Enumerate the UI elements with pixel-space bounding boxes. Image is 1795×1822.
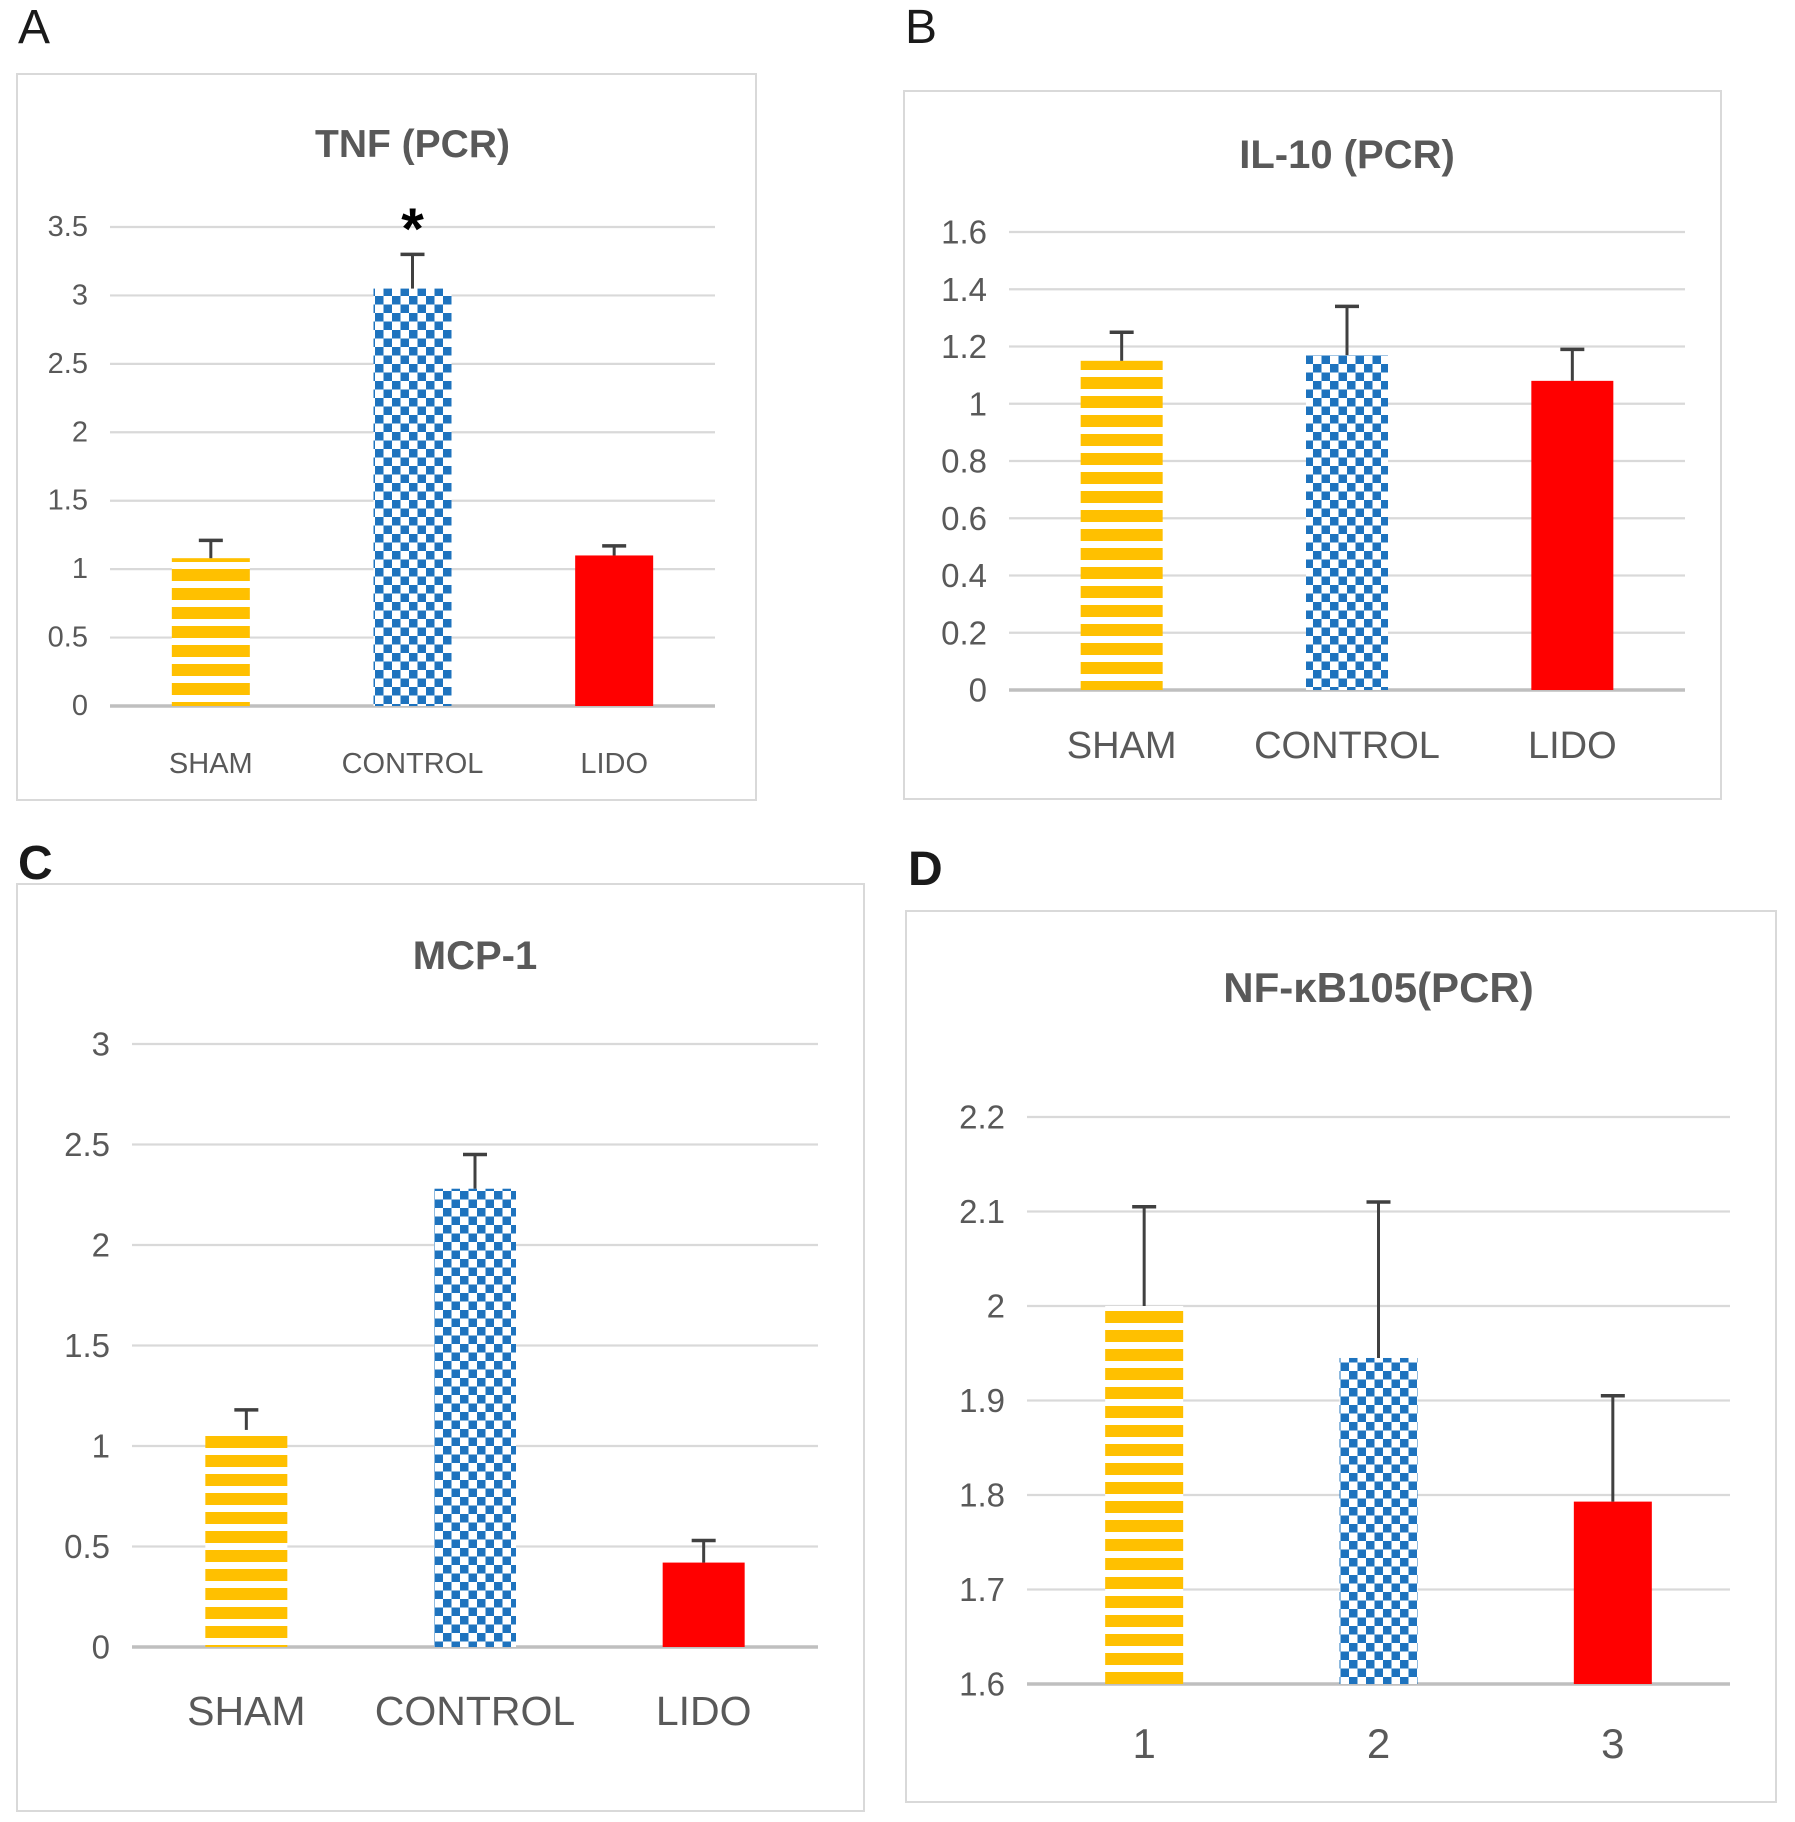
y-tick-label: 0.8 xyxy=(941,443,987,480)
bar-lido xyxy=(1531,380,1614,690)
y-tick-label: 1.6 xyxy=(941,214,987,251)
y-tick-label: 1.6 xyxy=(959,1666,1005,1703)
y-tick-label: 1 xyxy=(72,553,88,585)
bar-3 xyxy=(1573,1501,1652,1684)
bar-1 xyxy=(1105,1306,1184,1684)
y-tick-label: 2.2 xyxy=(959,1099,1005,1136)
bar-control xyxy=(434,1188,516,1647)
significance-asterisk: * xyxy=(401,197,424,262)
y-tick-label: 0 xyxy=(92,1629,110,1666)
y-tick-label: 1.8 xyxy=(959,1477,1005,1514)
y-tick-label: 2.5 xyxy=(64,1126,110,1163)
chart-svg-B: 0 0.2 0.4 0.6 0.8 1 1.2 1.4 1.6 IL-10 (PCR) SHAM CO… xyxy=(941,133,1685,767)
y-tick-label: 0 xyxy=(969,672,987,709)
chart-panel-mcp1: 0 0.5 1 1.5 2 2.5 3 MCP-1 SHAM CONTROL LIDO xyxy=(16,883,865,1812)
bar-control xyxy=(1306,355,1388,690)
y-tick-label: 3 xyxy=(92,1026,110,1063)
y-tick-label: 1.4 xyxy=(941,271,987,308)
chart-title: IL-10 (PCR) xyxy=(1239,133,1455,177)
y-tick-label: 0.5 xyxy=(64,1528,110,1565)
x-category-label: 3 xyxy=(1601,1720,1624,1767)
bar-2 xyxy=(1339,1357,1418,1684)
panel-letter-b: B xyxy=(905,1,938,54)
y-tick-label: 0.5 xyxy=(48,622,88,654)
y-tick-label: 2.1 xyxy=(959,1193,1005,1230)
bar-control xyxy=(373,288,452,706)
x-category-label: CONTROL xyxy=(1254,725,1440,767)
chart-panel-nfkb: 1.6 1.7 1.8 1.9 2 2.1 2.2 NF-κB105(PCR) 1 2 3 xyxy=(905,910,1777,1803)
chart-svg-C: 0 0.5 1 1.5 2 2.5 3 MCP-1 SHAM CONTROL LIDO xyxy=(64,934,818,1734)
x-category-label: SHAM xyxy=(187,1688,305,1734)
y-tick-label: 0.4 xyxy=(941,557,987,594)
bar-lido xyxy=(575,555,654,706)
y-tick-label: 3.5 xyxy=(48,211,88,243)
y-tick-label: 3 xyxy=(72,279,88,311)
y-tick-label: 1.9 xyxy=(959,1382,1005,1419)
y-tick-label: 2 xyxy=(72,416,88,448)
y-tick-label: 1.2 xyxy=(941,328,987,365)
y-tick-label: 1.5 xyxy=(48,485,88,517)
panel-letter-a: A xyxy=(18,1,51,54)
chart-svg-A: 0 0.5 1 1.5 2 2.5 3 3.5 TNF (PCR) SHAM CONTROL LIDO… xyxy=(48,123,715,780)
bar-lido xyxy=(662,1562,745,1647)
y-tick-label: 1 xyxy=(92,1428,110,1465)
y-tick-label: 2.5 xyxy=(48,348,88,380)
chart-svg-D: 1.6 1.7 1.8 1.9 2 2.1 2.2 NF-κB105(PCR) 1 2 3 xyxy=(959,964,1730,1767)
x-category-label: LIDO xyxy=(1528,725,1617,767)
x-category-label: CONTROL xyxy=(342,748,484,780)
x-category-label: SHAM xyxy=(169,748,253,780)
y-tick-label: 1.5 xyxy=(64,1327,110,1364)
y-tick-label: 2 xyxy=(987,1288,1005,1325)
chart-panel-il10: 0 0.2 0.4 0.6 0.8 1 1.2 1.4 1.6 IL-10 (PCR) SHAM CO… xyxy=(903,90,1722,800)
chart-title: NF-κB105(PCR) xyxy=(1223,964,1533,1011)
x-category-label: LIDO xyxy=(580,748,648,780)
y-tick-label: 2 xyxy=(92,1227,110,1264)
x-category-label: LIDO xyxy=(656,1688,752,1734)
panel-letter-c: C xyxy=(18,837,53,890)
bar-sham xyxy=(171,558,250,706)
x-category-label: 1 xyxy=(1132,1720,1155,1767)
x-category-label: SHAM xyxy=(1067,725,1177,767)
y-tick-label: 0 xyxy=(72,690,88,722)
y-tick-label: 0.2 xyxy=(941,614,987,651)
chart-panel-tnf: 0 0.5 1 1.5 2 2.5 3 3.5 TNF (PCR) SHAM CONTROL LIDO… xyxy=(16,73,757,801)
x-category-label: 2 xyxy=(1367,1720,1390,1767)
chart-title: TNF (PCR) xyxy=(315,123,510,166)
bar-sham xyxy=(205,1429,288,1647)
y-tick-label: 0.6 xyxy=(941,500,987,537)
chart-title: MCP-1 xyxy=(413,934,537,978)
bar-sham xyxy=(1080,360,1163,690)
panel-letter-d: D xyxy=(908,843,943,896)
x-category-label: CONTROL xyxy=(375,1688,575,1734)
y-tick-label: 1 xyxy=(969,385,987,422)
y-tick-label: 1.7 xyxy=(959,1571,1005,1608)
